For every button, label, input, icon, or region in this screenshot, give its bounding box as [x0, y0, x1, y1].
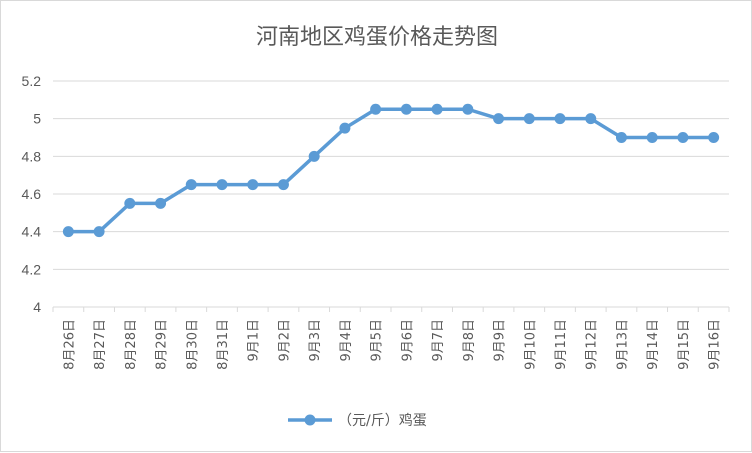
legend-label: （元/斤）鸡蛋	[338, 412, 427, 429]
x-tick-label: 8月27日	[93, 319, 108, 370]
legend: （元/斤）鸡蛋	[288, 412, 427, 429]
y-tick-label: 4.4	[22, 224, 42, 240]
data-point	[308, 150, 320, 162]
data-point	[708, 132, 720, 143]
chart-title: 河南地区鸡蛋价格走势图	[256, 25, 498, 50]
y-tick-label: 5	[33, 111, 41, 127]
data-point	[124, 197, 136, 209]
x-tick-label: 9月12日	[585, 319, 600, 370]
x-tick-label: 8月30日	[185, 319, 200, 370]
x-tick-label: 9月7日	[431, 319, 446, 362]
x-tick-label: 9月9日	[493, 319, 508, 362]
x-axis: 8月26日 8月27日 8月28日 8月29日 8月30日 8月31日 9月1日 9月2日 9月…	[52, 307, 730, 370]
data-point	[493, 113, 505, 125]
data-point	[554, 113, 566, 125]
data-point	[155, 197, 167, 209]
gridlines	[53, 80, 729, 308]
data-point	[615, 132, 627, 143]
data-point	[431, 103, 443, 115]
x-tick-label: 8月26日	[62, 319, 77, 370]
x-tick-label: 9月11日	[554, 319, 569, 370]
data-point	[277, 179, 289, 191]
data-point	[62, 226, 74, 238]
y-tick-label: 4.8	[22, 148, 42, 164]
y-axis-ticks: 4 4.2 4.4 4.6 4.8 5 5.2	[22, 73, 42, 315]
data-point	[216, 179, 228, 191]
series-line	[68, 107, 714, 234]
x-tick-label: 9月15日	[677, 319, 692, 370]
x-tick-label: 8月31日	[216, 319, 231, 370]
y-tick-label: 4.6	[22, 186, 42, 202]
y-tick-label: 4.2	[22, 261, 42, 277]
x-tick-label: 9月6日	[400, 319, 415, 362]
y-tick-label: 4	[33, 299, 41, 315]
data-point	[247, 179, 259, 191]
x-tick-label: 9月2日	[277, 319, 292, 362]
x-tick-label: 9月5日	[370, 319, 385, 362]
x-tick-label: 9月1日	[247, 319, 262, 362]
data-point	[523, 113, 535, 125]
data-point	[462, 103, 474, 115]
data-point	[370, 103, 382, 115]
x-tick-label: 9月13日	[615, 319, 630, 370]
legend-marker	[304, 414, 316, 426]
x-tick-label: 9月10日	[523, 319, 538, 370]
data-point	[339, 122, 351, 134]
x-tick-label: 9月16日	[708, 319, 723, 370]
data-point	[677, 132, 689, 143]
data-point	[646, 132, 658, 143]
x-tick-label: 8月28日	[124, 319, 139, 370]
x-tick-label: 9月14日	[646, 319, 661, 370]
data-point	[400, 103, 412, 115]
x-tick-label: 9月4日	[339, 319, 354, 362]
series-layer	[62, 103, 720, 238]
x-tick-label: 8月29日	[155, 319, 170, 370]
x-tick-label: 9月8日	[462, 319, 477, 362]
y-tick-label: 5.2	[22, 73, 42, 89]
data-point	[93, 226, 105, 238]
data-point	[185, 179, 197, 191]
x-tick-label: 9月3日	[308, 319, 323, 362]
data-point	[585, 113, 597, 125]
